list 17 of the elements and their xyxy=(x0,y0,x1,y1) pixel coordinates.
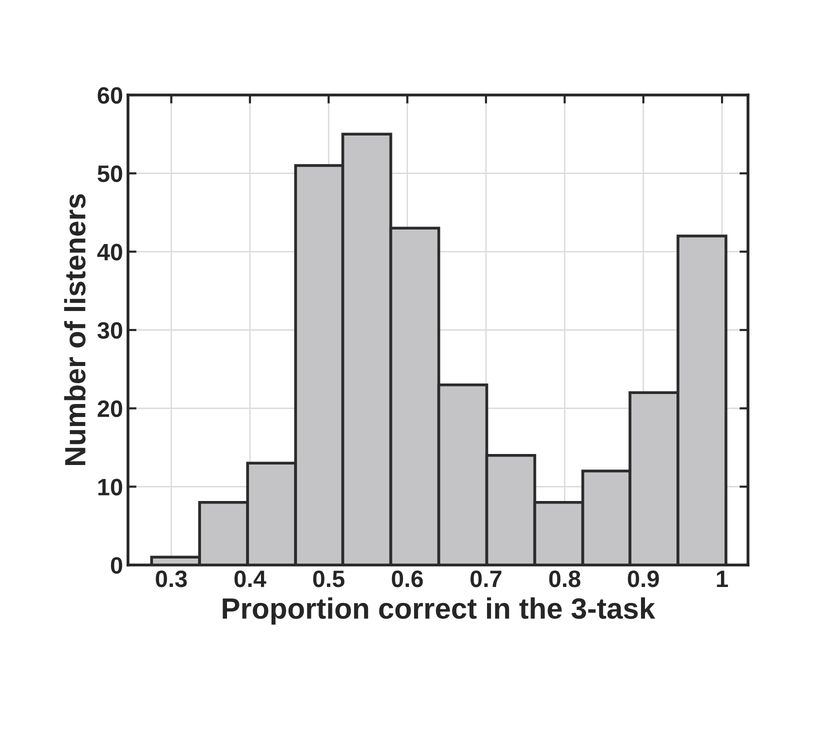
y-tick-label: 60 xyxy=(98,87,122,104)
y-tick-label: 20 xyxy=(98,400,122,418)
y-tick-label: 50 xyxy=(98,165,122,182)
y-axis-title: Number of listeners xyxy=(64,194,86,465)
x-tick-label: 0.5 xyxy=(313,570,344,588)
x-tick-label: 0.9 xyxy=(628,570,659,588)
x-tick-label: 1 xyxy=(716,570,728,587)
y-tick-label: 30 xyxy=(97,322,122,339)
x-tick-label: 0.4 xyxy=(234,570,266,588)
y-tick-label: 40 xyxy=(97,244,122,260)
x-axis-title: Proportion correct in the 3-task xyxy=(222,597,656,625)
x-tick-label: 0.7 xyxy=(470,570,502,588)
y-tick-label: 0 xyxy=(110,557,122,574)
x-tick-label: 0.3 xyxy=(156,570,187,588)
y-tick-label: 10 xyxy=(98,478,122,496)
x-tick-label: 0.6 xyxy=(392,570,423,588)
x-tick-label: 0.8 xyxy=(549,570,580,588)
